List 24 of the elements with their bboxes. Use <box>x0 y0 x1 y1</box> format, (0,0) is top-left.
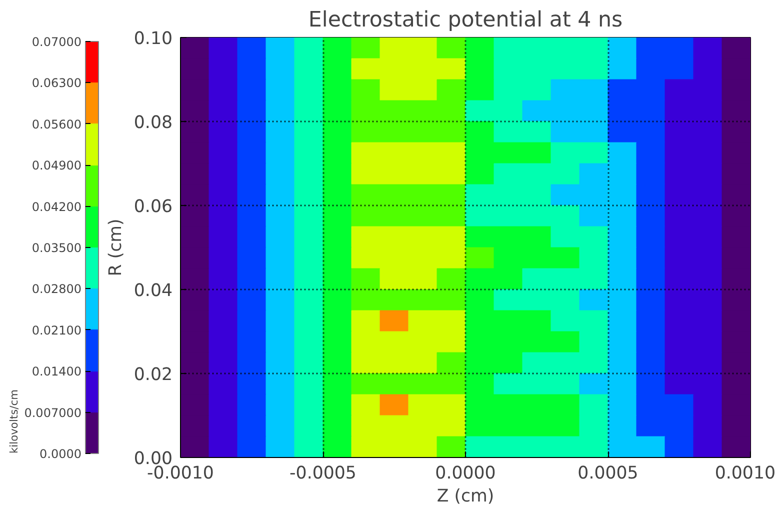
y-tick-label: 0.04 <box>134 281 173 301</box>
color-bar-label: 0.04200 <box>32 200 82 214</box>
x-tick-label: 0.0005 <box>578 464 638 484</box>
color-bar-label: 0.007000 <box>24 406 82 420</box>
color-bar-label: 0.01400 <box>32 364 82 379</box>
color-bar-label: 0.04900 <box>32 158 82 173</box>
y-axis-title: R (cm) <box>106 218 126 276</box>
color-bar-label: 0.02100 <box>32 323 82 338</box>
color-bar-label: 0.06300 <box>32 76 82 90</box>
color-bar-label: 0.0000 <box>40 447 82 461</box>
x-tick-label: 0.0000 <box>435 464 496 484</box>
color-bar-label: 0.03500 <box>32 241 82 255</box>
y-tick-label: 0.08 <box>134 113 173 133</box>
color-bar-label: 0.02800 <box>32 282 82 296</box>
y-tick-label: 0.02 <box>134 365 173 385</box>
y-tick-label: 0.06 <box>134 197 173 217</box>
x-axis-title: Z (cm) <box>436 486 494 506</box>
x-tick-label: -0.0005 <box>290 464 356 484</box>
color-bar-label: 0.05600 <box>32 117 82 132</box>
color-bar-title: kilovolts/cm <box>8 390 20 454</box>
color-bar-label: 0.07000 <box>32 35 82 49</box>
y-tick-label: 0.10 <box>134 29 173 49</box>
chart-title: Electrostatic potential at 4 ns <box>308 8 623 32</box>
x-tick-label: 0.0010 <box>714 464 775 484</box>
